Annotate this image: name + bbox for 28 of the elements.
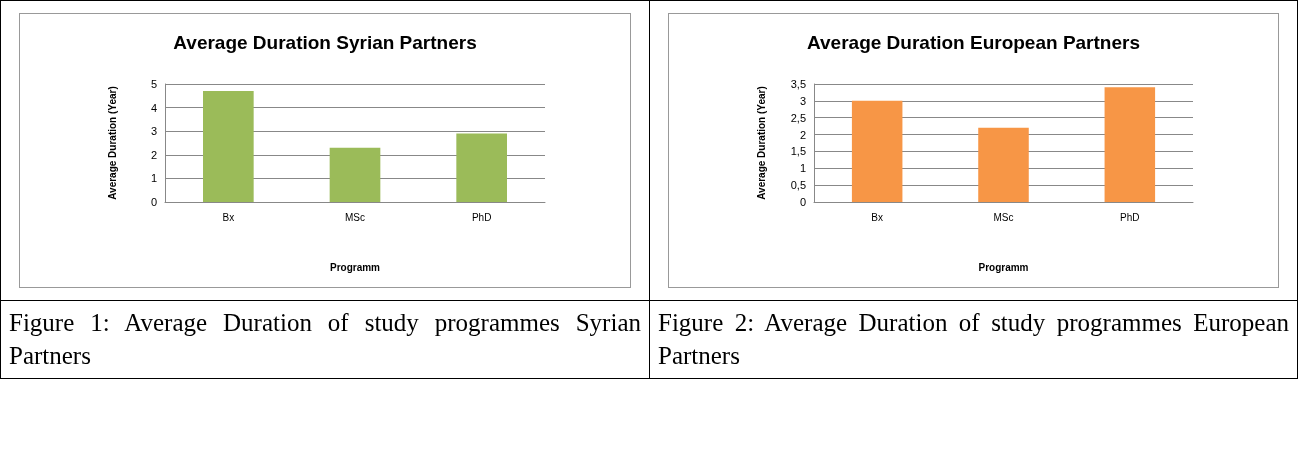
y-tick-label: 3,5 xyxy=(790,78,806,90)
x-tick-label: MSc xyxy=(345,211,365,223)
x-tick-label: Bx xyxy=(222,211,235,223)
y-tick-label: 2 xyxy=(799,128,806,141)
y-tick-label: 0 xyxy=(150,196,157,208)
y-tick-label: 0,5 xyxy=(790,179,806,192)
x-tick-label: MSc xyxy=(993,211,1014,223)
chart-title: Average Duration European Partners xyxy=(807,32,1140,53)
x-axis-title: Programm xyxy=(978,261,1029,273)
y-axis-title: Average Duration (Year) xyxy=(106,86,118,200)
caption: Figure 1: Average Duration of study programmes Syrian Partners xyxy=(8,308,642,371)
y-tick-label: 4 xyxy=(150,101,157,114)
y-tick-label: 1,5 xyxy=(790,145,806,158)
y-tick-label: 3 xyxy=(150,125,157,138)
y-axis-title: Average Duration (Year) xyxy=(755,86,767,200)
caption: Figure 2: Average Duration of study programmes European Partners xyxy=(657,308,1290,371)
y-tick-label: 1 xyxy=(799,162,806,175)
y-tick-label: 5 xyxy=(150,78,157,90)
chart-title: Average Duration Syrian Partners xyxy=(173,32,477,53)
y-tick-label: 1 xyxy=(150,172,157,185)
y-tick-label: 3 xyxy=(799,94,806,107)
y-tick-label: 0 xyxy=(799,196,806,208)
x-axis-title: Programm xyxy=(329,261,381,273)
y-tick-label: 2 xyxy=(150,148,157,161)
x-tick-label: Bx xyxy=(871,211,883,223)
y-tick-label: 2,5 xyxy=(790,111,806,124)
x-tick-label: PhD xyxy=(1120,211,1140,223)
x-tick-label: PhD xyxy=(471,211,492,223)
